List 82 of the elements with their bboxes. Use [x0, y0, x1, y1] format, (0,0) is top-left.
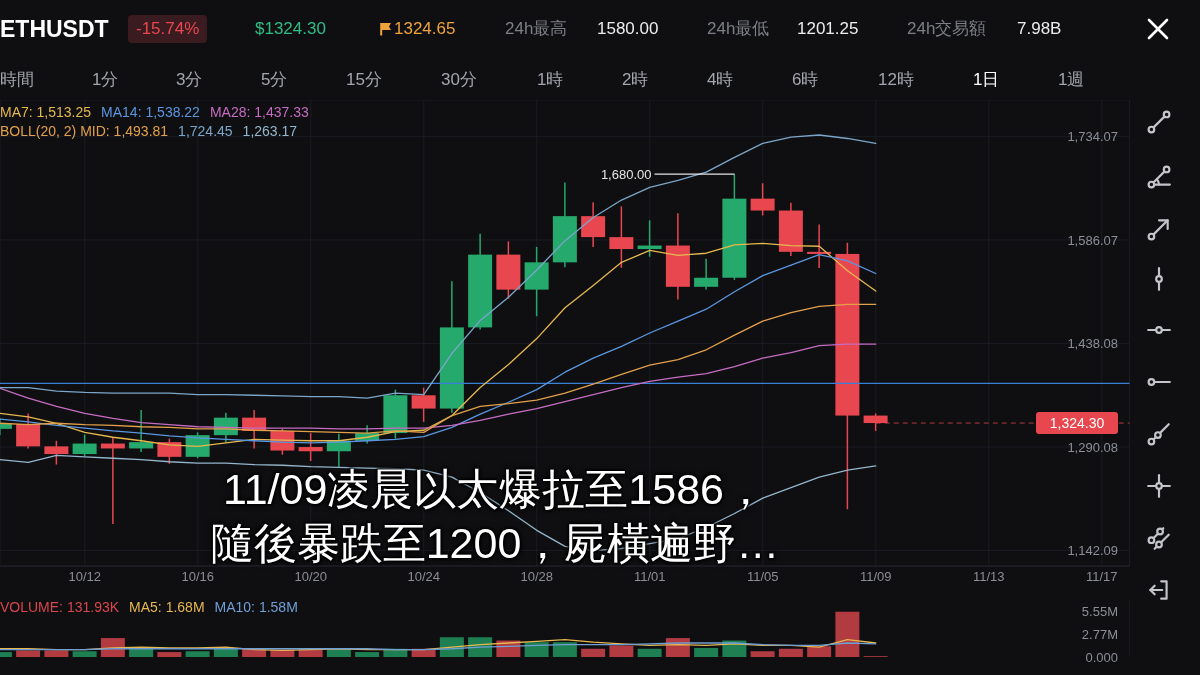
text: ETHUSDT — [0, 15, 109, 44]
text: 5分 — [261, 69, 288, 91]
text: 7.98B — [1017, 18, 1062, 40]
text: 1時 — [537, 69, 564, 91]
candlestick — [72, 433, 97, 457]
y-tick-label: 5.55M — [1081, 603, 1118, 619]
text: MA28: 1,437.33 — [209, 103, 309, 122]
text: -15.74% — [128, 15, 208, 43]
x-tick-label: 11/01 — [633, 569, 666, 585]
x-tick-label: 10/16 — [181, 569, 215, 585]
bar — [835, 611, 860, 657]
candlestick — [157, 437, 182, 465]
text: 1日 — [973, 69, 1000, 91]
text: 6時 — [792, 69, 819, 91]
series-label: VOLUME: 131.93K — [0, 598, 120, 617]
x-tick-label: 11/13 — [972, 569, 1005, 585]
y-tick-label: 1,142.09 — [1067, 543, 1118, 559]
candlestick — [44, 440, 69, 466]
text: 時間 — [0, 69, 34, 91]
text: 30分 — [441, 69, 477, 91]
text: 3分 — [176, 69, 203, 91]
x-tick-label: 10/24 — [407, 569, 441, 585]
bar — [157, 652, 182, 657]
text: 2時 — [622, 69, 649, 91]
x-tick-label: 11/09 — [859, 569, 892, 585]
text: 1週 — [1058, 69, 1085, 91]
text: 1,263.17 — [242, 122, 298, 141]
text: MA7: 1,513.25 — [0, 103, 92, 122]
text: 24h最低 — [707, 18, 770, 40]
candlestick — [750, 182, 775, 217]
x-tick-label: 11/05 — [746, 569, 779, 585]
candlestick — [411, 386, 436, 423]
line-series — [0, 303, 877, 434]
text: 4時 — [707, 69, 734, 91]
y-tick-label: 0.000 — [1085, 649, 1118, 665]
annotation: 1,680.00 — [600, 166, 652, 182]
x-tick-label: 10/12 — [68, 569, 102, 585]
text: 1580.00 — [597, 18, 659, 40]
bar — [807, 646, 832, 657]
text: BOLL(20, 2) MID: 1,493.81 — [0, 122, 169, 141]
line-series — [0, 343, 877, 430]
y-tick-label: 1,734.07 — [1067, 128, 1118, 144]
y-tick-label: 1,438.08 — [1067, 336, 1118, 352]
text: MA5: 1.68M — [129, 598, 205, 617]
bar — [637, 648, 662, 657]
bar — [72, 651, 97, 657]
text: $1324.30 — [255, 18, 326, 40]
bar — [694, 647, 719, 657]
candlestick — [581, 201, 606, 248]
text: MA14: 1,538.22 — [101, 103, 200, 122]
text: MA10: 1.58M — [214, 598, 298, 617]
candlestick — [298, 432, 323, 462]
ref-line-label: 1,324.30 — [1049, 415, 1105, 432]
candlestick — [609, 205, 634, 269]
candlestick — [694, 258, 719, 291]
text: 1分 — [92, 69, 119, 91]
text: 12時 — [878, 69, 914, 91]
y-tick-label: 1,290.08 — [1067, 439, 1118, 455]
text: 15分 — [346, 69, 382, 91]
y-tick-label: 2.77M — [1081, 626, 1118, 642]
text: 1,724.45 — [178, 122, 233, 141]
x-tick-label: 11/17 — [1085, 569, 1118, 585]
x-tick-label: 10/20 — [294, 569, 328, 585]
bar — [581, 648, 606, 657]
candlestick — [129, 409, 154, 453]
bar — [609, 645, 634, 657]
bar — [298, 649, 323, 657]
y-tick-label: 1,586.07 — [1067, 232, 1118, 248]
bar — [16, 650, 41, 657]
bar — [44, 650, 69, 657]
x-tick-label: 10/28 — [520, 569, 554, 585]
text: 24h最高 — [505, 18, 568, 40]
bar — [524, 642, 549, 657]
bar — [213, 648, 238, 657]
bar — [185, 651, 210, 657]
bar — [750, 651, 775, 657]
text: 1201.25 — [797, 18, 859, 40]
bar — [355, 652, 380, 657]
text: 1324.65 — [394, 18, 456, 40]
text: 24h交易額 — [907, 18, 987, 40]
bar — [778, 648, 803, 657]
bar — [552, 642, 577, 657]
